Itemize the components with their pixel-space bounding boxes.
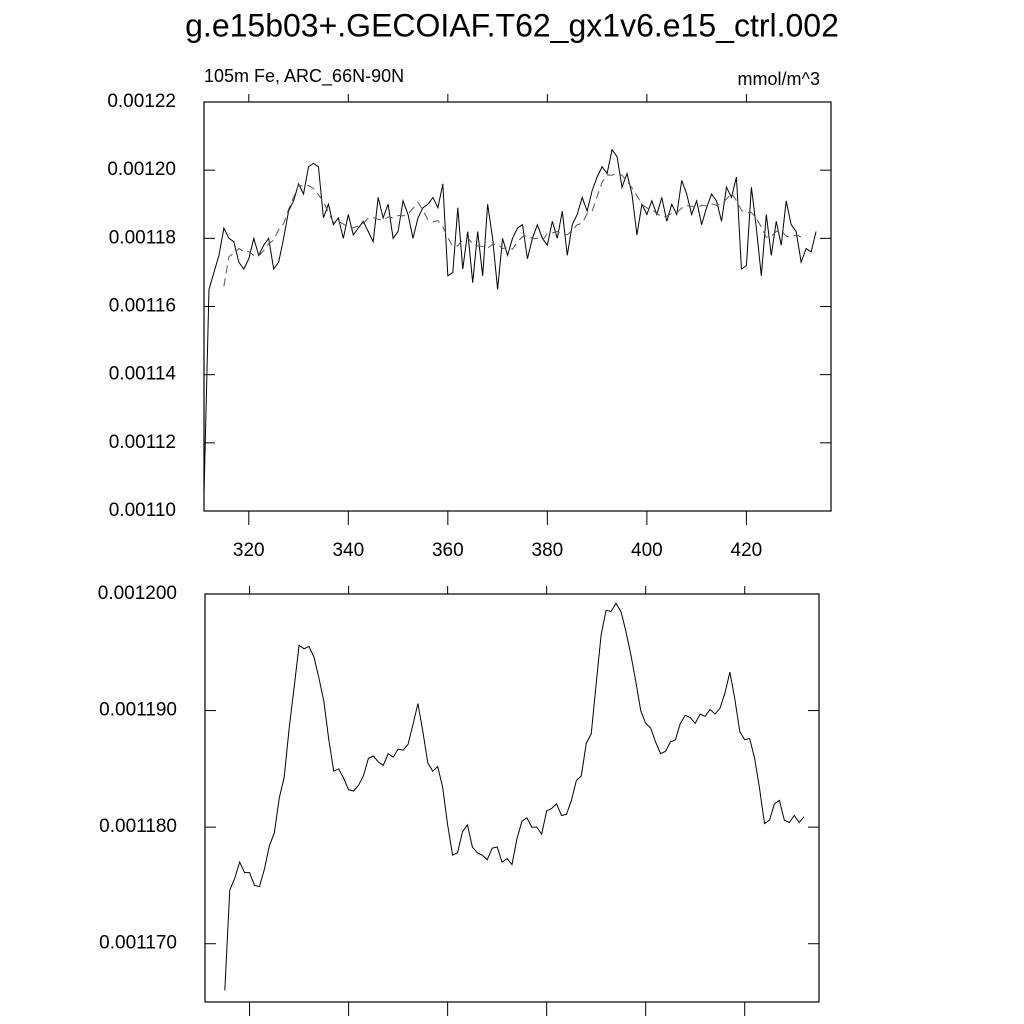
y-tick-label: 0.001180 xyxy=(99,816,177,837)
y-tick-label: 0.001170 xyxy=(99,933,177,954)
y-tick-label: 0.001200 xyxy=(98,583,177,604)
x-tick-label: 420 xyxy=(731,540,763,561)
y-tick-label: 0.00120 xyxy=(107,159,176,180)
y-tick-label: 0.00122 xyxy=(107,91,176,112)
x-tick-label: 400 xyxy=(631,540,663,561)
y-tick-label: 0.001190 xyxy=(99,700,177,721)
x-tick-label: 320 xyxy=(233,540,265,561)
subtitle: 105m Fe, ARC_66N-90N xyxy=(204,66,404,87)
y-tick-label: 0.00110 xyxy=(109,500,176,521)
y-tick-label: 0.00114 xyxy=(109,364,177,385)
x-tick-label: 380 xyxy=(532,540,564,561)
data-line xyxy=(224,602,805,991)
plot-frame xyxy=(204,593,820,1003)
x-tick-label: 360 xyxy=(432,540,464,561)
data-line xyxy=(223,172,807,287)
data-line xyxy=(203,148,817,494)
y-tick-label: 0.00116 xyxy=(109,296,176,317)
x-tick-label: 340 xyxy=(332,540,364,561)
y-tick-label: 0.00118 xyxy=(109,227,176,248)
units-label: mmol/m^3 xyxy=(738,69,820,89)
plot-frame xyxy=(203,101,832,512)
y-tick-label: 0.00112 xyxy=(109,432,176,453)
chart-title: g.e15b03+.GECOIAF.T62_gx1v6.e15_ctrl.002 xyxy=(185,7,839,43)
